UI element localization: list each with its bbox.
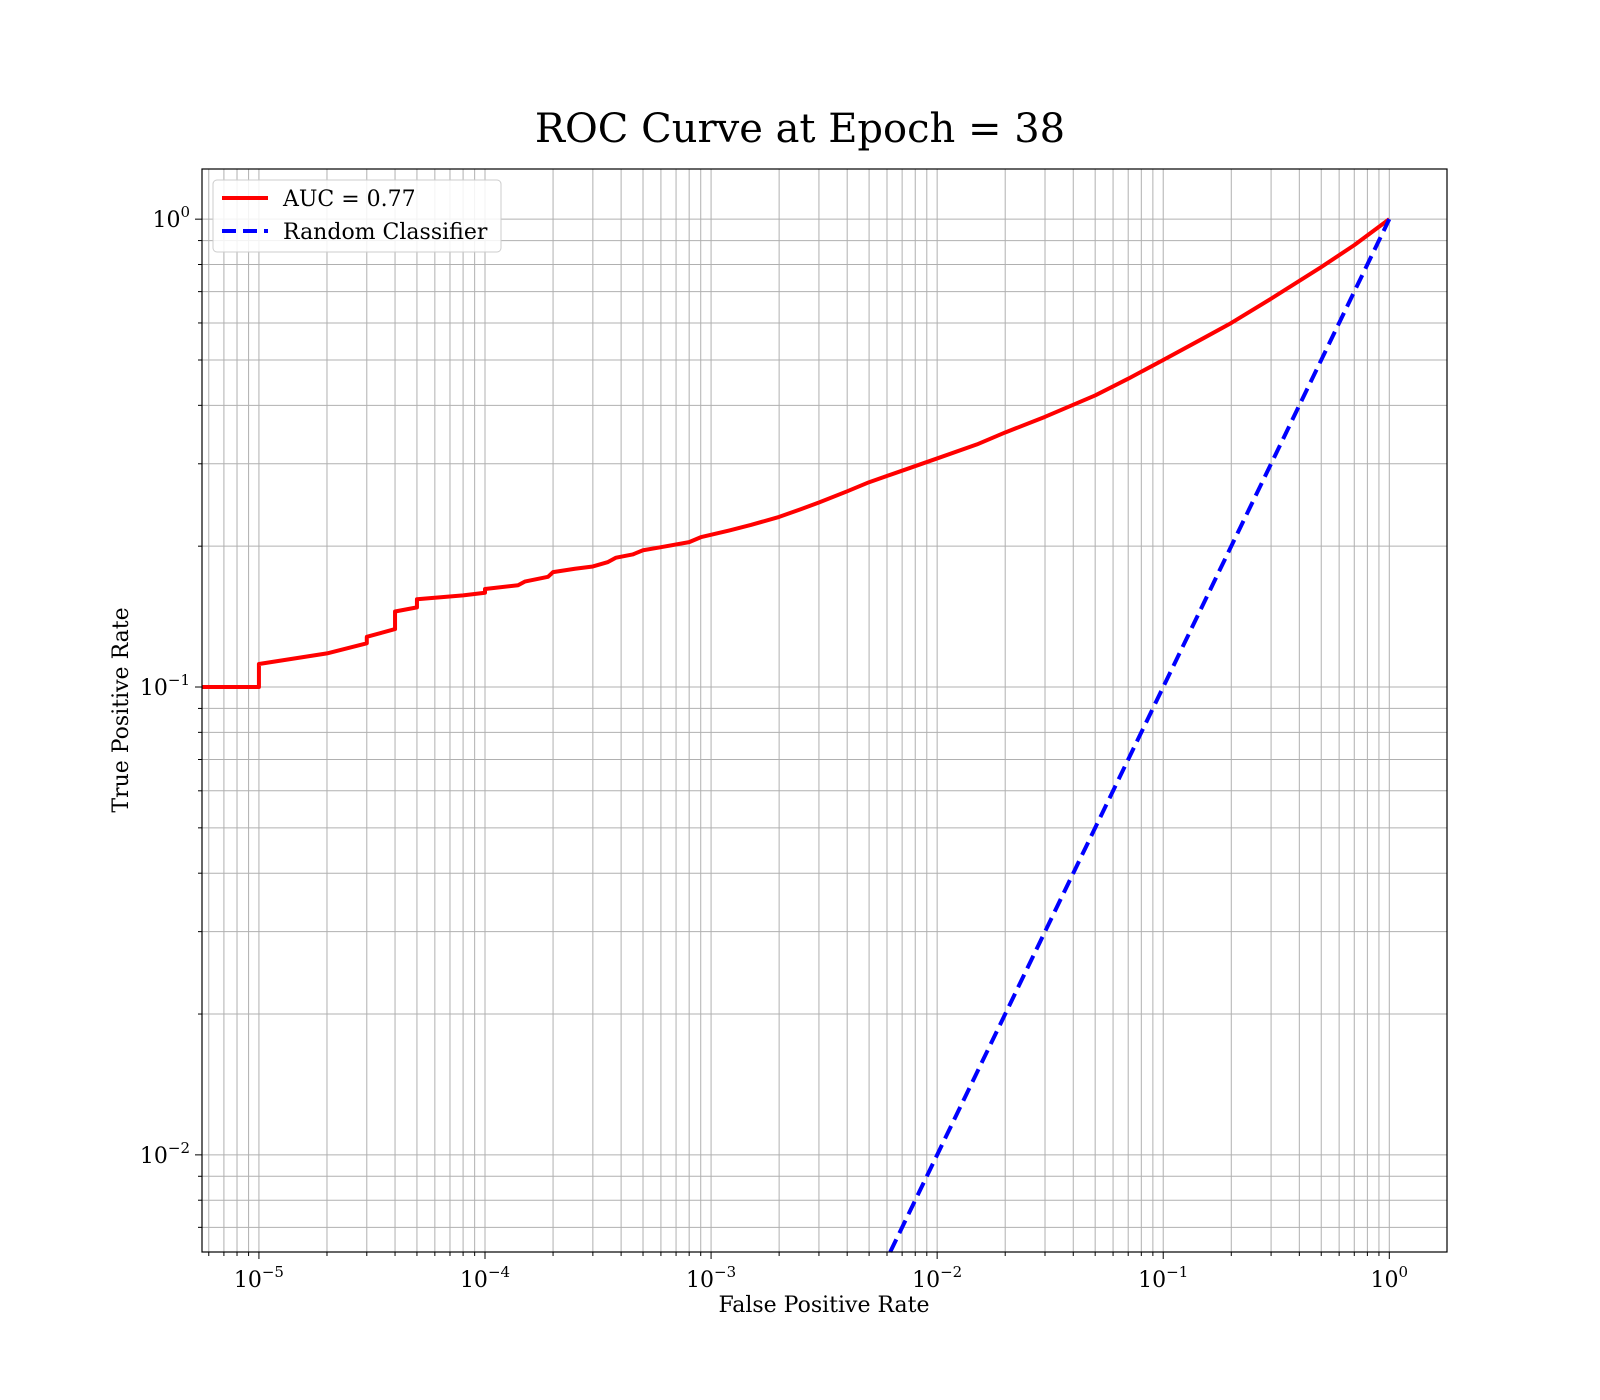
chart-title: ROC Curve at Epoch = 38: [535, 106, 1065, 152]
legend-box: [212, 179, 502, 253]
x-tick-label: 10−3: [686, 1263, 736, 1293]
series-layer: [202, 217, 1392, 1253]
y-ticks: 10−2 10−1 100: [140, 203, 202, 1228]
y-tick-label: 10−1: [140, 671, 190, 701]
x-tick-label: 100: [1371, 1263, 1409, 1293]
legend: AUC = 0.77 Random Classifier: [212, 179, 502, 253]
x-tick-label: 10−4: [460, 1263, 510, 1293]
legend-label-auc: AUC = 0.77: [282, 187, 416, 212]
roc-curve-line: [202, 217, 1391, 690]
random-classifier-line: [888, 218, 1392, 1253]
legend-label-random: Random Classifier: [283, 220, 488, 245]
y-axis-label: True Positive Rate: [109, 607, 134, 812]
grid: [202, 169, 1447, 1252]
x-tick-label: 10−2: [912, 1263, 962, 1293]
x-tick-label: 10−1: [1138, 1263, 1188, 1293]
x-axis-label: False Positive Rate: [718, 1293, 929, 1318]
y-tick-label: 10−2: [140, 1139, 190, 1169]
x-ticks: 10−5 10−4 10−3 10−2 10−1 100: [208, 1252, 1409, 1293]
plot-frame: [201, 168, 1448, 1253]
x-tick-label: 10−5: [234, 1263, 284, 1293]
y-tick-label: 100: [152, 203, 190, 233]
